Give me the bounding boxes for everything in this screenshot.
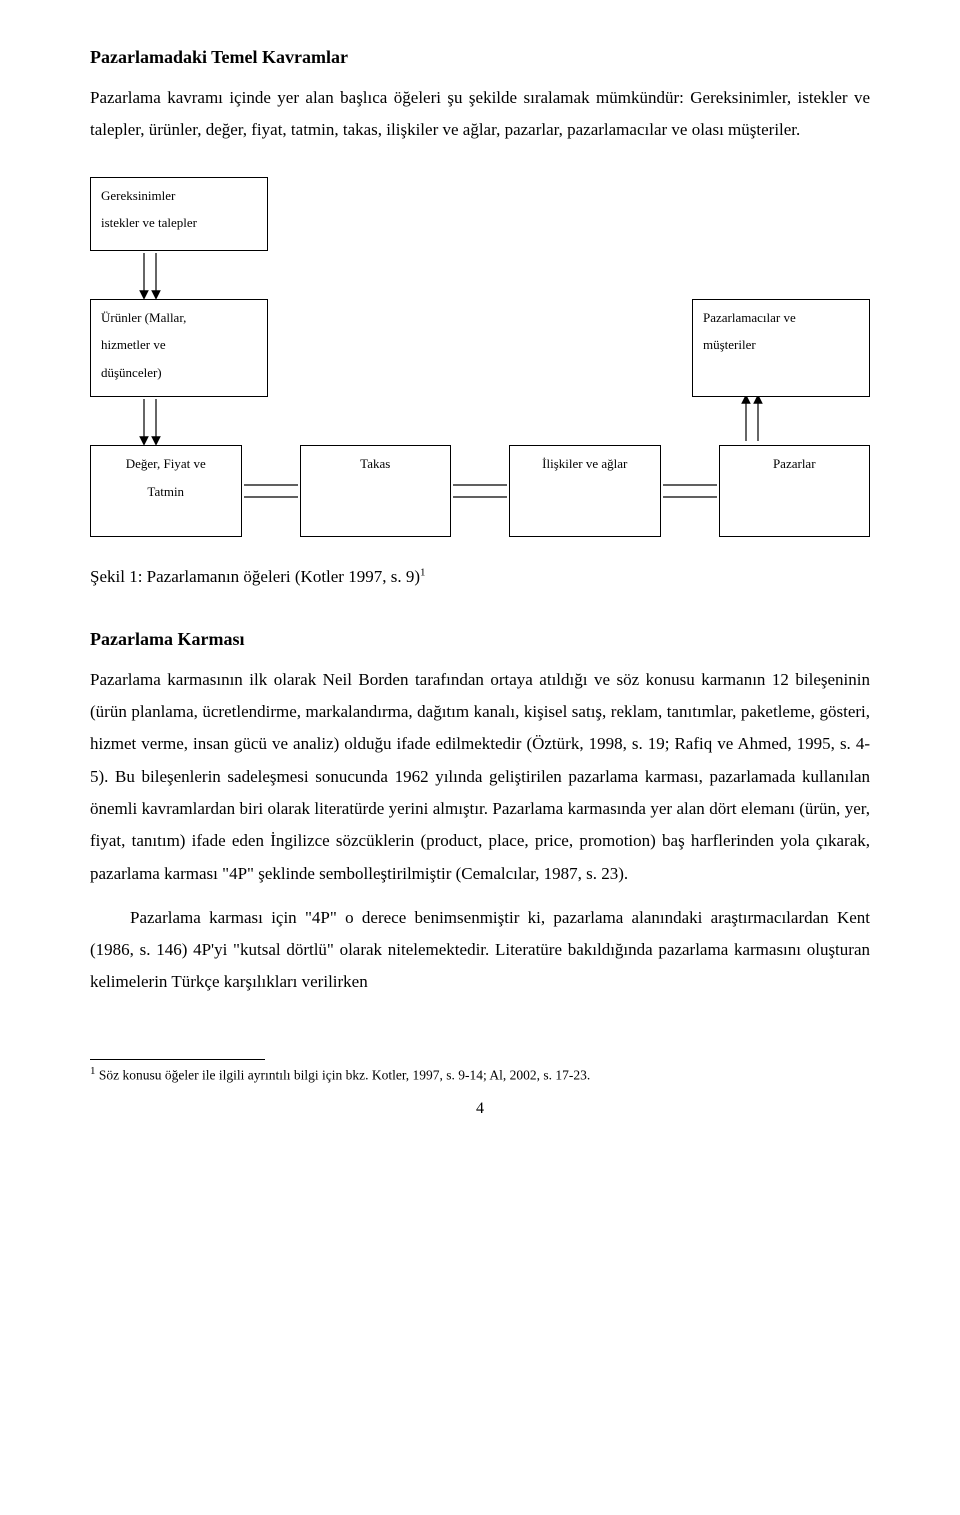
footnote-text: Söz konusu öğeler ile ilgili ayrıntılı b…: [96, 1067, 591, 1082]
node-text: Pazarlar: [730, 454, 860, 474]
node-deger: Değer, Fiyat ve Tatmin: [90, 445, 242, 537]
section2-paragraph-1: Pazarlama karmasının ilk olarak Neil Bor…: [90, 664, 870, 890]
double-connector-icon: [661, 445, 719, 537]
node-pazarlamacilar: Pazarlamacılar ve müşteriler: [692, 299, 870, 398]
section2-title: Pazarlama Karması: [90, 622, 870, 656]
node-urunler: Ürünler (Mallar, hizmetler ve düşünceler…: [90, 299, 268, 398]
node-text: İlişkiler ve ağlar: [520, 454, 650, 474]
section1-title: Pazarlamadaki Temel Kavramlar: [90, 40, 870, 74]
double-connector-icon: [451, 445, 509, 537]
node-text: Ürünler (Mallar,: [101, 308, 257, 328]
node-text: hizmetler ve: [101, 335, 257, 355]
figure-caption: Şekil 1: Pazarlamanın öğeleri (Kotler 19…: [90, 561, 870, 593]
page-number: 4: [90, 1094, 870, 1124]
caption-sup: 1: [420, 567, 426, 579]
footnote: 1 Söz konusu öğeler ile ilgili ayrıntılı…: [90, 1064, 870, 1084]
node-text: Değer, Fiyat ve: [101, 454, 231, 474]
double-arrow-down-icon: [140, 251, 160, 299]
caption-text: Şekil 1: Pazarlamanın öğeleri (Kotler 19…: [90, 567, 420, 586]
node-iliskiler: İlişkiler ve ağlar: [509, 445, 661, 537]
double-arrow-down-icon: [140, 397, 160, 445]
node-text: müşteriler: [703, 335, 859, 355]
node-pazarlar: Pazarlar: [719, 445, 871, 537]
node-text: Gereksinimler: [101, 186, 257, 206]
node-text: düşünceler): [101, 363, 257, 383]
node-gereksinimler: Gereksinimler istekler ve talepler: [90, 177, 268, 251]
double-arrow-up-icon: [742, 397, 762, 445]
double-connector-icon: [242, 445, 300, 537]
node-text: Pazarlamacılar ve: [703, 308, 859, 328]
node-text: Tatmin: [101, 482, 231, 502]
section2-paragraph-2: Pazarlama karması için "4P" o derece ben…: [90, 902, 870, 999]
section1-paragraph: Pazarlama kavramı içinde yer alan başlıc…: [90, 82, 870, 147]
footnote-separator: [90, 1059, 265, 1060]
node-text: istekler ve talepler: [101, 213, 257, 233]
node-text: Takas: [311, 454, 441, 474]
node-takas: Takas: [300, 445, 452, 537]
flowchart: Gereksinimler istekler ve talepler Ürünl…: [90, 177, 870, 538]
